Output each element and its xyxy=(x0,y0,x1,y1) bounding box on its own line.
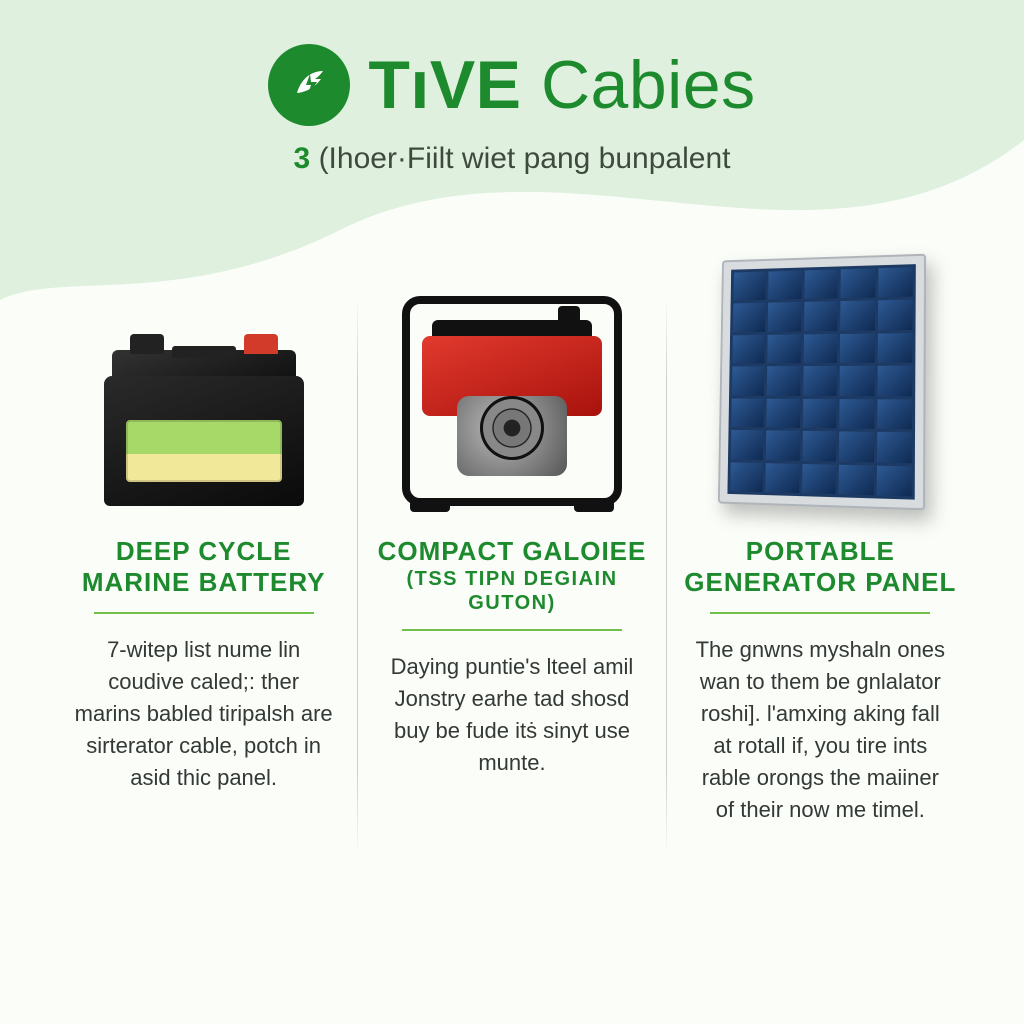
column-solar: PORTABLE GENERATOR PANEL The gnwns mysha… xyxy=(667,276,974,856)
generator-icon xyxy=(402,296,622,506)
solar-cell xyxy=(768,334,801,363)
col-title-line1: COMPACT GALOIEE xyxy=(378,536,647,566)
solar-grid xyxy=(728,264,916,500)
col-title-line2: MARINE BATTERY xyxy=(82,567,326,597)
solar-cell xyxy=(839,464,874,495)
solar-cell xyxy=(734,272,767,301)
column-body-battery: 7-witep list nume lin coudive caled;: th… xyxy=(74,634,334,793)
solar-cell xyxy=(878,333,913,363)
solar-cell xyxy=(805,269,839,299)
solar-cell xyxy=(878,300,913,330)
subtitle: 3 (Ihoer·Fiilt wiet pang bunpalent xyxy=(0,142,1024,176)
solar-cell xyxy=(731,430,764,460)
col-title-line1: PORTABLE xyxy=(746,536,895,566)
solar-cell xyxy=(804,302,838,332)
solar-cell xyxy=(732,398,765,427)
title-underline xyxy=(94,612,314,614)
column-body-solar: The gnwns myshaln ones wan to them be gn… xyxy=(690,634,950,825)
battery-icon xyxy=(104,336,304,506)
title-underline xyxy=(402,629,622,631)
product-columns: DEEP CYCLE MARINE BATTERY 7-witep list n… xyxy=(0,276,1024,856)
solar-cell xyxy=(840,399,875,429)
solar-cell xyxy=(878,267,913,297)
title-underline xyxy=(710,612,930,614)
solar-cell xyxy=(767,398,800,428)
column-battery: DEEP CYCLE MARINE BATTERY 7-witep list n… xyxy=(50,276,357,856)
column-title-battery: DEEP CYCLE MARINE BATTERY xyxy=(82,536,326,598)
brand-title-bold: TıVE xyxy=(368,47,521,123)
solar-cell xyxy=(769,271,802,301)
solar-cell xyxy=(803,431,837,461)
solar-cell xyxy=(877,399,912,429)
header: TıVE Cabies 3 (Ihoer·Fiilt wiet pang bun… xyxy=(0,0,1024,176)
brand-logo-icon xyxy=(268,44,350,126)
brand-title-light: Cabies xyxy=(541,47,756,123)
solar-cell xyxy=(803,366,837,396)
logo-row: TıVE Cabies xyxy=(0,44,1024,126)
solar-cell xyxy=(731,462,764,492)
solar-cell xyxy=(877,366,912,396)
solar-cell xyxy=(841,268,875,298)
battery-image xyxy=(64,276,343,506)
solar-cell xyxy=(840,366,875,396)
brand-title: TıVE Cabies xyxy=(368,46,755,124)
solar-panel-icon xyxy=(718,254,926,511)
solar-cell xyxy=(732,367,765,396)
subtitle-number: 3 xyxy=(294,142,311,175)
solar-cell xyxy=(804,334,838,364)
solar-cell xyxy=(802,464,836,495)
solar-cell xyxy=(877,432,912,463)
generator-image xyxy=(372,276,651,506)
solar-cell xyxy=(841,301,875,331)
solar-image xyxy=(681,276,960,506)
solar-cell xyxy=(877,465,912,496)
solar-cell xyxy=(839,431,874,462)
solar-cell xyxy=(733,303,766,332)
col-subtitle: (TSS TIPN DEGIAIN GUTON) xyxy=(372,567,651,615)
solar-cell xyxy=(767,431,801,461)
solar-cell xyxy=(803,399,837,429)
solar-cell xyxy=(766,463,800,493)
column-title-generator: COMPACT GALOIEE (TSS TIPN DEGIAIN GUTON) xyxy=(372,536,651,615)
solar-cell xyxy=(767,366,800,395)
col-title-line2: GENERATOR PANEL xyxy=(684,567,956,597)
solar-cell xyxy=(733,335,766,364)
column-generator: COMPACT GALOIEE (TSS TIPN DEGIAIN GUTON)… xyxy=(358,276,665,856)
column-title-solar: PORTABLE GENERATOR PANEL xyxy=(684,536,956,598)
solar-cell xyxy=(768,302,801,331)
col-title-line1: DEEP CYCLE xyxy=(116,536,292,566)
column-body-generator: Daying puntie's lteel amil Jonstry earhe… xyxy=(382,651,642,779)
subtitle-text: (Ihoer·Fiilt wiet pang bunpalent xyxy=(319,142,731,175)
solar-cell xyxy=(840,333,875,363)
